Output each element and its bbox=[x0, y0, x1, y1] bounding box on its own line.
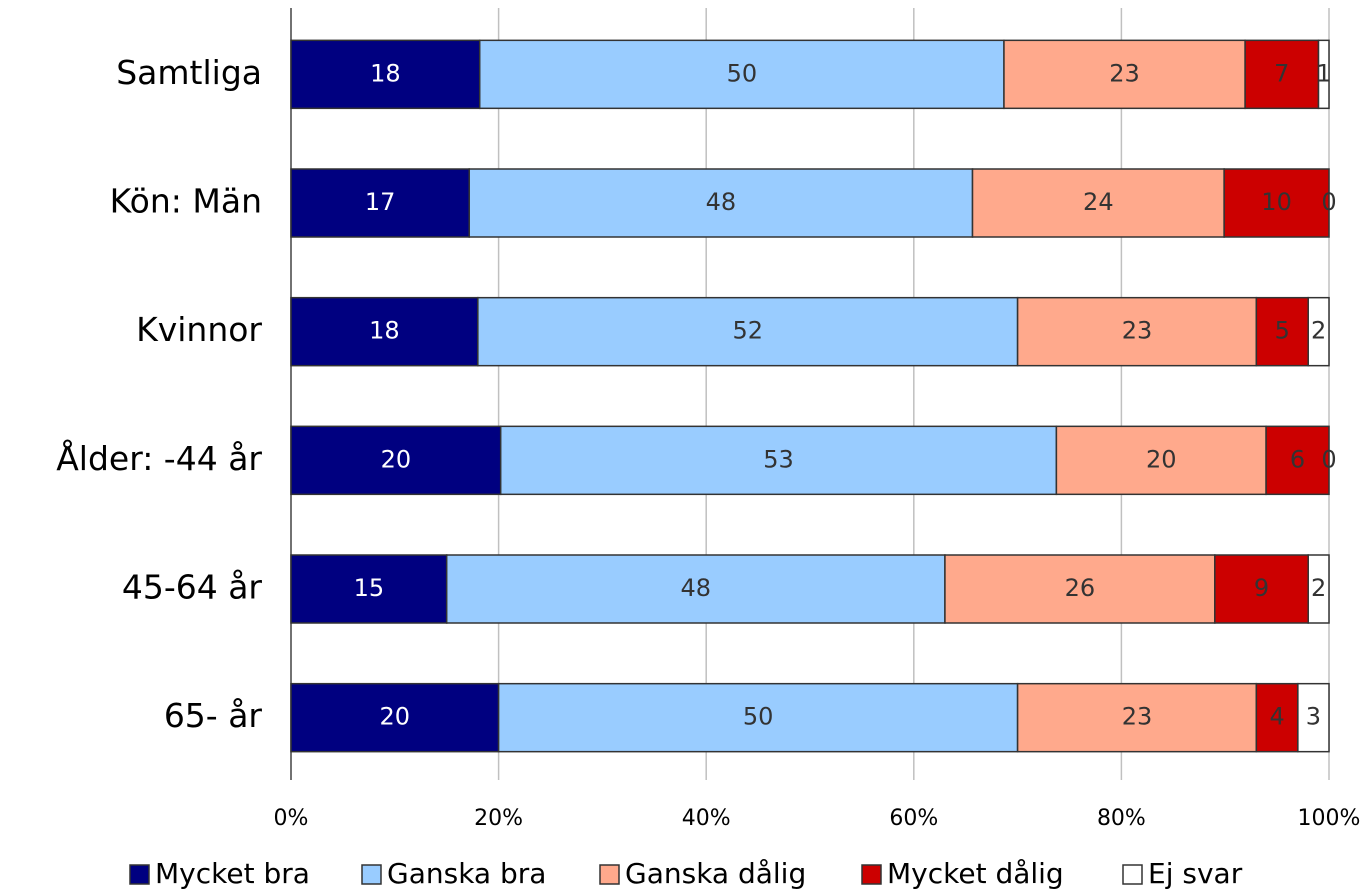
x-tick-label: 100% bbox=[1298, 806, 1361, 831]
bar-segment bbox=[1307, 554, 1330, 624]
data-label: 48 bbox=[681, 574, 712, 602]
data-label: 5 bbox=[1275, 317, 1290, 345]
y-tick-label: Ålder: -44 år bbox=[56, 438, 262, 478]
data-label: 23 bbox=[1109, 59, 1140, 87]
legend-label: Ganska bra bbox=[387, 857, 546, 890]
bar-segment bbox=[1055, 425, 1267, 496]
data-label: 1 bbox=[1316, 59, 1331, 87]
y-tick-label: 45-64 år bbox=[122, 568, 263, 607]
bar-segment bbox=[1244, 39, 1320, 110]
bar-segment bbox=[1255, 296, 1309, 367]
data-label: 18 bbox=[370, 59, 401, 87]
bar-segment bbox=[290, 425, 502, 496]
data-label: 50 bbox=[743, 703, 774, 731]
legend-label: Mycket dålig bbox=[887, 857, 1064, 890]
bar-segment bbox=[468, 168, 974, 238]
data-label: 20 bbox=[380, 703, 411, 731]
data-label: 50 bbox=[727, 59, 758, 87]
data-label: 7 bbox=[1274, 59, 1289, 87]
bar-segment bbox=[499, 425, 1058, 496]
x-tick-label: 0% bbox=[274, 806, 309, 831]
data-label: 20 bbox=[381, 445, 412, 473]
legend-swatch bbox=[129, 864, 150, 885]
bar-segment bbox=[1307, 296, 1330, 367]
data-label: 24 bbox=[1083, 188, 1114, 216]
legend-swatch bbox=[599, 864, 620, 885]
x-tick-label: 60% bbox=[889, 806, 938, 831]
data-label: 23 bbox=[1122, 317, 1153, 345]
data-label: 10 bbox=[1261, 188, 1292, 216]
bar-segment bbox=[1223, 168, 1330, 238]
data-label: 18 bbox=[369, 317, 400, 345]
bar-segment bbox=[290, 682, 500, 753]
legend-swatch bbox=[361, 864, 382, 885]
data-label: 3 bbox=[1306, 703, 1321, 731]
data-label: 4 bbox=[1269, 703, 1284, 731]
y-tick-label: Samtliga bbox=[116, 53, 262, 92]
legend-swatch bbox=[861, 864, 882, 885]
bar-segment bbox=[290, 168, 470, 238]
y-tick-label: 65- år bbox=[164, 696, 263, 735]
bar-segment bbox=[497, 682, 1019, 753]
data-label: 26 bbox=[1065, 574, 1096, 602]
bar-segment bbox=[445, 554, 946, 624]
bar-segment bbox=[1297, 682, 1330, 753]
x-tick-label: 40% bbox=[682, 806, 731, 831]
bar-segment bbox=[1016, 682, 1258, 753]
bar-segment bbox=[1265, 425, 1330, 496]
data-label: 52 bbox=[732, 317, 763, 345]
data-label: 23 bbox=[1122, 703, 1153, 731]
bar-segment bbox=[477, 296, 1019, 367]
legend-label: Ej svar bbox=[1148, 857, 1243, 890]
data-label: 2 bbox=[1311, 574, 1326, 602]
bar-segment bbox=[1255, 682, 1299, 753]
bar-segment bbox=[1016, 296, 1258, 367]
data-label: 9 bbox=[1254, 574, 1269, 602]
legend-label: Ganska dålig bbox=[625, 857, 806, 890]
legend-swatch bbox=[1122, 864, 1143, 885]
data-label: 2 bbox=[1311, 317, 1326, 345]
y-tick-label: Kön: Män bbox=[110, 182, 262, 221]
data-label: 17 bbox=[365, 188, 396, 216]
bar-segment bbox=[971, 168, 1225, 238]
data-label: 6 bbox=[1290, 445, 1305, 473]
legend-label: Mycket bra bbox=[155, 857, 310, 890]
data-label: 48 bbox=[706, 188, 737, 216]
y-tick-label: Kvinnor bbox=[136, 310, 262, 349]
data-label: 0 bbox=[1321, 188, 1336, 216]
data-label: 0 bbox=[1321, 445, 1336, 473]
data-label: 20 bbox=[1146, 445, 1177, 473]
bar-segment bbox=[1317, 39, 1330, 110]
data-label: 15 bbox=[354, 574, 385, 602]
bar-segment bbox=[944, 554, 1216, 624]
data-label: 53 bbox=[763, 445, 794, 473]
x-tick-label: 80% bbox=[1097, 806, 1146, 831]
bar-segment bbox=[290, 39, 481, 110]
x-tick-label: 20% bbox=[474, 806, 523, 831]
bar-segment bbox=[1214, 554, 1309, 624]
